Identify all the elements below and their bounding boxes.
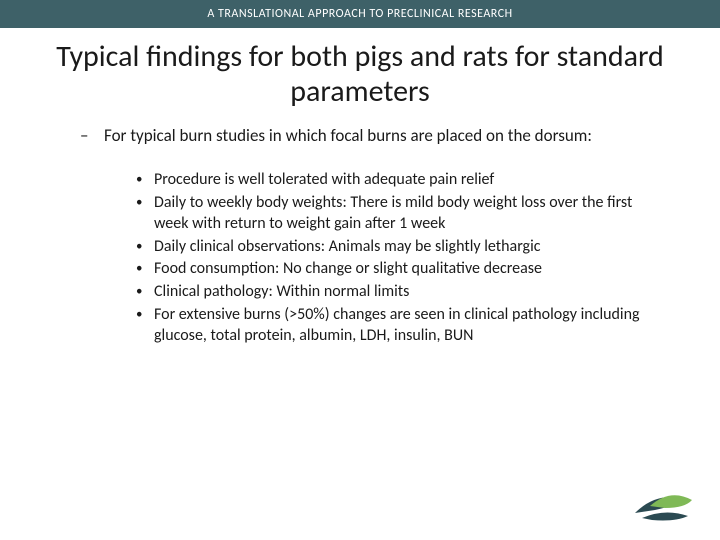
swoosh-icon: [630, 478, 700, 528]
bullet-text: For extensive burns (>50%) changes are s…: [154, 305, 650, 347]
bullet-marker: •: [136, 259, 154, 280]
bullet-marker: •: [136, 170, 154, 191]
bullet-text: Daily clinical observations: Animals may…: [154, 237, 541, 258]
bullet-item: • Food consumption: No change or slight …: [136, 259, 650, 280]
bullet-item: • For extensive burns (>50%) changes are…: [136, 305, 650, 347]
dash-marker: –: [80, 125, 104, 146]
intro-text: For typical burn studies in which focal …: [104, 125, 592, 146]
brand-logo: [630, 478, 700, 528]
header-text: A TRANSLATIONAL APPROACH TO PRECLINICAL …: [207, 7, 512, 21]
bullet-text: Procedure is well tolerated with adequat…: [154, 170, 494, 191]
bullet-marker: •: [136, 305, 154, 326]
content-area: – For typical burn studies in which foca…: [0, 125, 720, 347]
header-bar: A TRANSLATIONAL APPROACH TO PRECLINICAL …: [0, 0, 720, 28]
bullet-marker: •: [136, 237, 154, 258]
bullet-item: • Procedure is well tolerated with adequ…: [136, 170, 650, 191]
bullet-text: Daily to weekly body weights: There is m…: [154, 193, 650, 235]
bullet-marker: •: [136, 282, 154, 303]
bullet-item: • Daily to weekly body weights: There is…: [136, 193, 650, 235]
intro-item: – For typical burn studies in which foca…: [80, 125, 650, 146]
bullet-text: Clinical pathology: Within normal limits: [154, 282, 409, 303]
slide-title: Typical findings for both pigs and rats …: [0, 28, 720, 125]
bullet-item: • Daily clinical observations: Animals m…: [136, 237, 650, 258]
bullet-item: • Clinical pathology: Within normal limi…: [136, 282, 650, 303]
bullet-list: • Procedure is well tolerated with adequ…: [80, 170, 650, 346]
bullet-marker: •: [136, 193, 154, 214]
bullet-text: Food consumption: No change or slight qu…: [154, 259, 542, 280]
